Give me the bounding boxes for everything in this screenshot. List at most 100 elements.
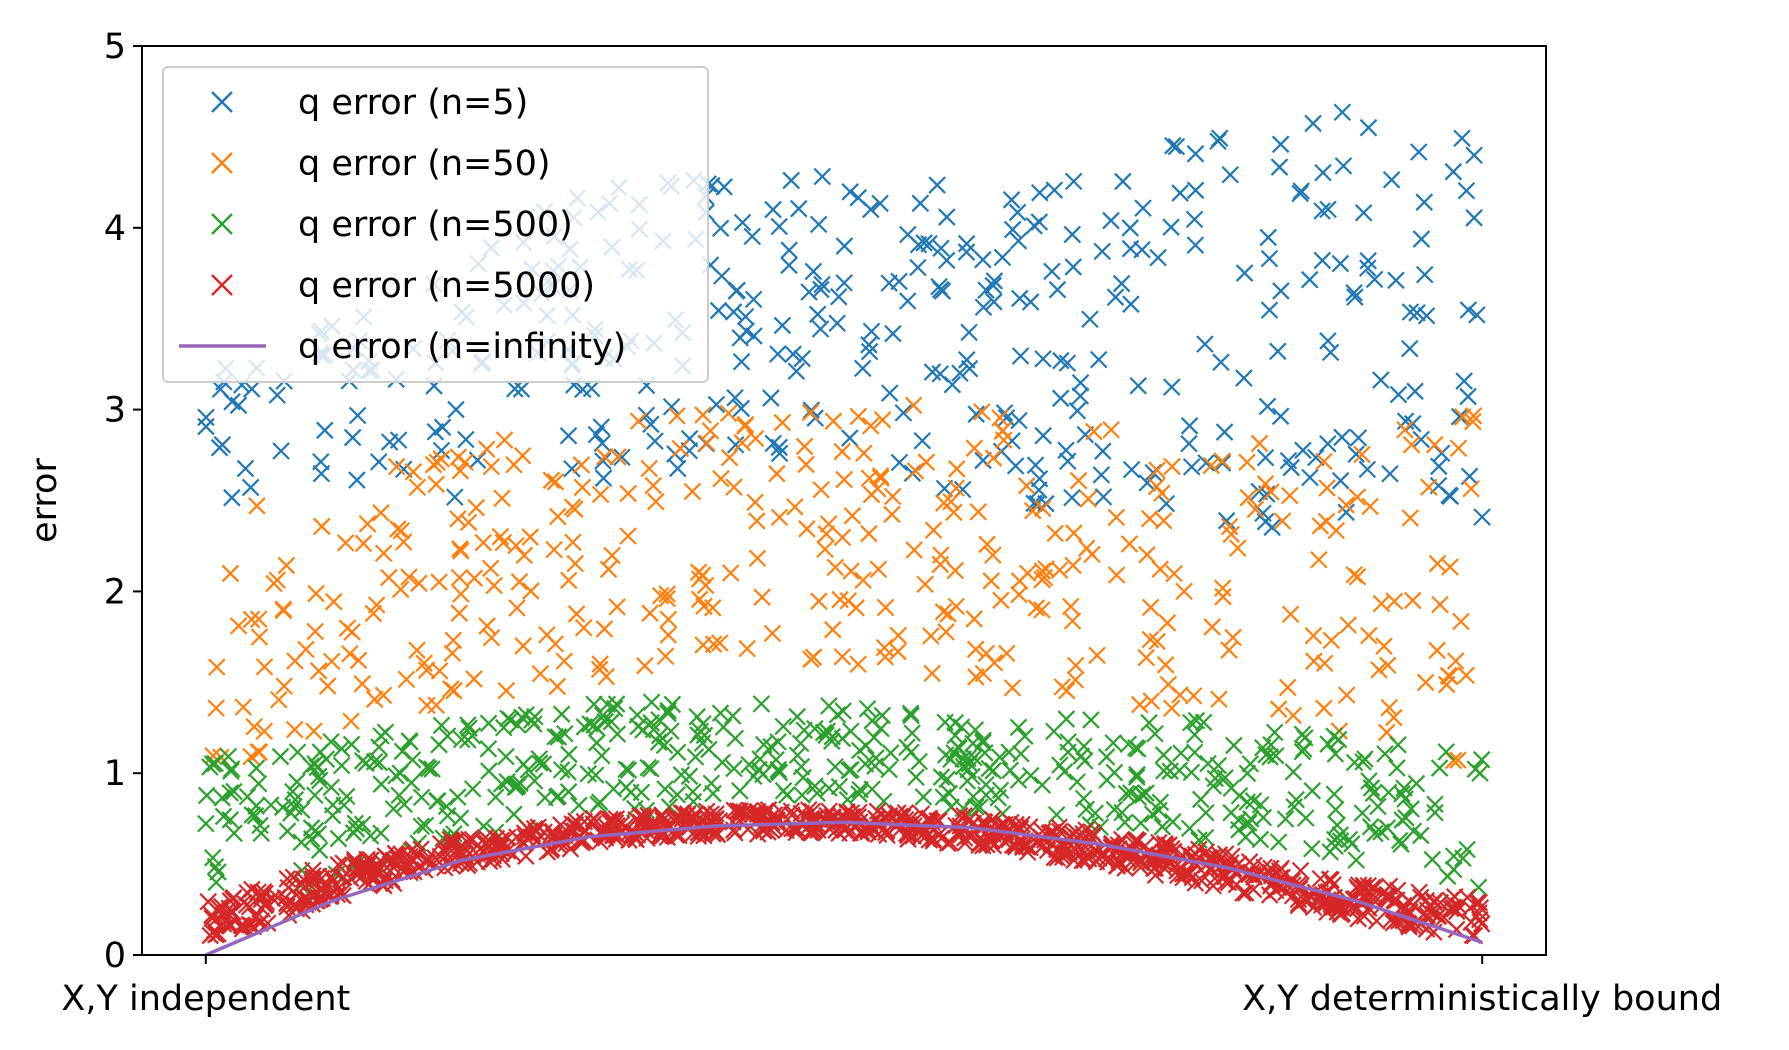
data-point bbox=[937, 251, 956, 270]
data-point bbox=[234, 698, 253, 716]
data-point bbox=[737, 322, 755, 340]
data-point bbox=[740, 755, 758, 774]
data-point bbox=[1062, 597, 1080, 616]
data-point bbox=[955, 829, 974, 847]
data-point bbox=[1269, 833, 1288, 851]
data-point bbox=[922, 627, 940, 645]
data-point bbox=[994, 421, 1012, 440]
data-point bbox=[1385, 708, 1403, 727]
data-point bbox=[656, 780, 674, 798]
data-point bbox=[372, 775, 391, 793]
data-point bbox=[1329, 730, 1348, 749]
data-point bbox=[1030, 469, 1049, 488]
data-point bbox=[572, 456, 591, 474]
data-point bbox=[517, 705, 535, 724]
data-point bbox=[310, 771, 329, 790]
data-point bbox=[1065, 524, 1083, 542]
data-point bbox=[659, 704, 677, 723]
data-point bbox=[808, 305, 827, 324]
data-point bbox=[404, 840, 422, 859]
data-point bbox=[1075, 737, 1093, 756]
data-point bbox=[664, 810, 683, 829]
data-point bbox=[1148, 461, 1166, 479]
data-point bbox=[1310, 550, 1328, 569]
data-point bbox=[322, 652, 341, 671]
data-point bbox=[903, 724, 921, 742]
data-point bbox=[823, 620, 842, 639]
data-point bbox=[733, 433, 752, 452]
data-point bbox=[599, 560, 618, 579]
data-point bbox=[563, 459, 581, 478]
data-point bbox=[1267, 881, 1285, 900]
data-point bbox=[1267, 746, 1285, 765]
data-point bbox=[1203, 618, 1221, 636]
x-tick-label: X,Y independent bbox=[61, 979, 350, 1019]
data-point bbox=[1315, 699, 1333, 718]
data-point bbox=[445, 681, 463, 700]
data-point bbox=[1450, 407, 1469, 426]
data-point bbox=[1003, 679, 1022, 697]
data-point bbox=[1304, 114, 1322, 133]
data-point bbox=[1185, 743, 1204, 762]
data-point bbox=[1051, 756, 1069, 774]
data-point bbox=[753, 588, 771, 606]
data-point bbox=[849, 407, 868, 426]
data-point bbox=[343, 428, 362, 447]
data-point bbox=[984, 761, 1002, 780]
data-point bbox=[732, 399, 751, 418]
data-point bbox=[570, 796, 588, 815]
data-point bbox=[1333, 103, 1352, 122]
data-point bbox=[354, 534, 373, 553]
data-point bbox=[341, 644, 359, 663]
data-point bbox=[1180, 434, 1198, 453]
data-point bbox=[249, 774, 268, 793]
data-point bbox=[613, 448, 631, 467]
data-point bbox=[1313, 251, 1332, 270]
data-point bbox=[898, 292, 917, 310]
data-point bbox=[640, 459, 658, 478]
data-point bbox=[960, 359, 979, 378]
data-point bbox=[512, 380, 531, 398]
data-point bbox=[370, 753, 389, 772]
data-point bbox=[1113, 803, 1131, 822]
data-point bbox=[1186, 181, 1205, 200]
data-point bbox=[1347, 851, 1365, 869]
data-point bbox=[1395, 779, 1413, 797]
data-point bbox=[1164, 813, 1182, 831]
data-point bbox=[1472, 915, 1491, 933]
data-point bbox=[1326, 800, 1345, 819]
data-point bbox=[787, 362, 806, 381]
data-point bbox=[501, 711, 520, 729]
data-point bbox=[1305, 652, 1323, 670]
data-point bbox=[628, 706, 647, 724]
data-point bbox=[1241, 755, 1260, 773]
data-point bbox=[1146, 866, 1165, 885]
data-point bbox=[1417, 306, 1436, 325]
data-point bbox=[1186, 236, 1205, 254]
data-point bbox=[951, 364, 969, 382]
data-point bbox=[1209, 756, 1228, 775]
data-point bbox=[923, 363, 942, 381]
data-point bbox=[1408, 304, 1426, 322]
data-point bbox=[1372, 594, 1391, 613]
data-point bbox=[773, 316, 792, 335]
data-point bbox=[197, 814, 215, 833]
data-point bbox=[477, 440, 496, 458]
data-point bbox=[1294, 441, 1312, 460]
data-point bbox=[946, 726, 964, 745]
data-point bbox=[1162, 699, 1181, 718]
data-point bbox=[1411, 888, 1430, 907]
data-point bbox=[1471, 764, 1489, 782]
data-point bbox=[437, 797, 456, 816]
legend-marker bbox=[211, 152, 233, 174]
data-point bbox=[1464, 407, 1483, 425]
data-point bbox=[1364, 784, 1383, 802]
data-point bbox=[1319, 434, 1337, 453]
data-point bbox=[369, 453, 388, 471]
data-point bbox=[250, 628, 269, 646]
data-point bbox=[1441, 558, 1459, 576]
data-point bbox=[207, 699, 225, 717]
data-point bbox=[798, 520, 816, 538]
data-point bbox=[403, 751, 422, 769]
data-point bbox=[514, 637, 532, 655]
